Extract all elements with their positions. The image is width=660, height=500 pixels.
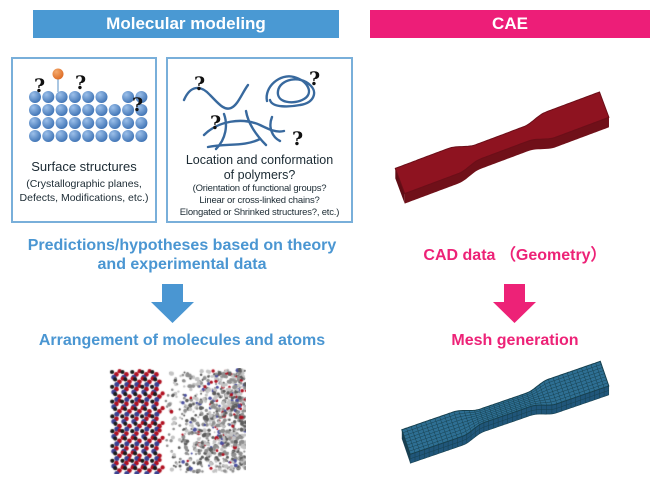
box2-caption-line: of polymers? <box>223 167 296 182</box>
down-arrow-icon <box>151 284 194 323</box>
predictions-step-line: and experimental data <box>97 256 267 273</box>
question-mark-icon: ? <box>132 94 143 116</box>
box1-subcaption: (Crystallographic planes, Defects, Modif… <box>13 178 155 205</box>
question-mark-icon: ? <box>75 72 86 94</box>
question-mark-icon: ? <box>194 73 205 95</box>
box2-subcaption-line: Linear or cross-linked chains? <box>199 195 320 206</box>
question-mark-icon: ? <box>309 68 320 90</box>
meshed-model <box>401 360 610 464</box>
surface-structures-box: ? ? ? Surface structures (Crystallograph… <box>11 57 157 223</box>
box2-caption: Location and conformation of polymers? <box>168 153 351 182</box>
box2-subcaption: (Orientation of functional groups? Linea… <box>168 183 351 219</box>
network-chain <box>244 109 268 147</box>
polymer-conformation-box: ? ? ? ? Location and conformation of pol… <box>166 57 353 223</box>
box2-subcaption-line: Elongated or Shrinked structures?, etc.) <box>179 207 340 218</box>
predictions-step-label: Predictions/hypotheses based on theory a… <box>0 236 364 274</box>
surface-structure-illustration: ? ? ? <box>29 68 148 142</box>
box2-subcaption-line: (Orientation of functional groups? <box>192 183 327 194</box>
adatom-atom <box>52 68 64 80</box>
box2-caption-line: Location and conformation <box>185 153 334 167</box>
polymer-chains-illustration: ? ? ? ? <box>182 68 320 151</box>
question-mark-icon: ? <box>210 112 221 134</box>
box1-subcaption-line: (Crystallographic planes, <box>26 178 142 190</box>
network-chain <box>202 119 286 137</box>
molecular-structure-image <box>108 368 246 474</box>
network-chain <box>206 137 262 149</box>
box1-caption: Surface structures <box>31 159 137 174</box>
down-arrow-icon <box>493 284 536 323</box>
question-mark-icon: ? <box>34 75 45 97</box>
linear-chain <box>182 83 250 110</box>
question-mark-icon: ? <box>292 128 303 150</box>
cae-header: CAE <box>370 10 650 38</box>
box1-subcaption-line: Defects, Modifications, etc.) <box>19 191 149 204</box>
coiled-chain <box>265 75 316 108</box>
cad-geometry-model <box>394 91 610 204</box>
mesh-generation-step-label: Mesh generation <box>451 332 579 349</box>
molecular-modeling-header: Molecular modeling <box>33 10 339 38</box>
network-chain <box>269 115 282 143</box>
cad-data-step-label: CAD data （Geometry） <box>423 247 607 264</box>
polymer-chains <box>182 75 316 151</box>
atom-lattice <box>29 91 148 142</box>
arrangement-step-label: Arrangement of molecules and atoms <box>38 332 326 349</box>
predictions-step-line: Predictions/hypotheses based on theory <box>27 237 337 254</box>
